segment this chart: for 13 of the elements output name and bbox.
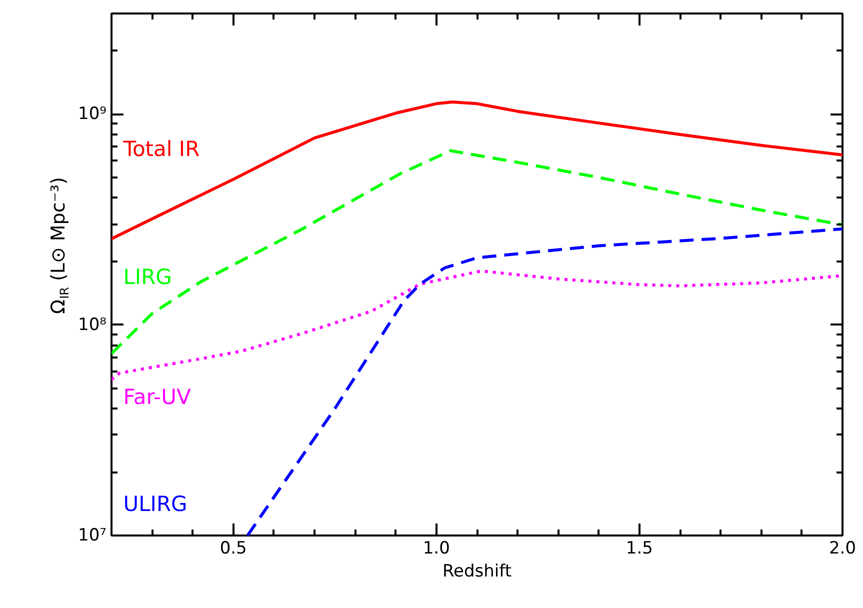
y-tick-label: 10⁹ (78, 104, 107, 124)
x-axis-title: Redshift (442, 562, 512, 582)
series-label: Far-UV (123, 385, 192, 410)
y-tick-label: 10⁷ (78, 526, 107, 546)
x-tick-label: 1.0 (422, 538, 450, 558)
series-label: LIRG (123, 265, 172, 290)
x-tick-label: 0.5 (220, 538, 247, 558)
y-tick-label: 10⁸ (78, 314, 107, 335)
x-tick-label: 1.5 (626, 538, 653, 558)
y-axis-title: ΩIR (L⊙ Mpc⁻³) (48, 177, 72, 314)
text: ULIRG (123, 492, 188, 516)
series-label: Total IR (122, 137, 200, 162)
x-tick-label: 2.0 (828, 538, 856, 558)
